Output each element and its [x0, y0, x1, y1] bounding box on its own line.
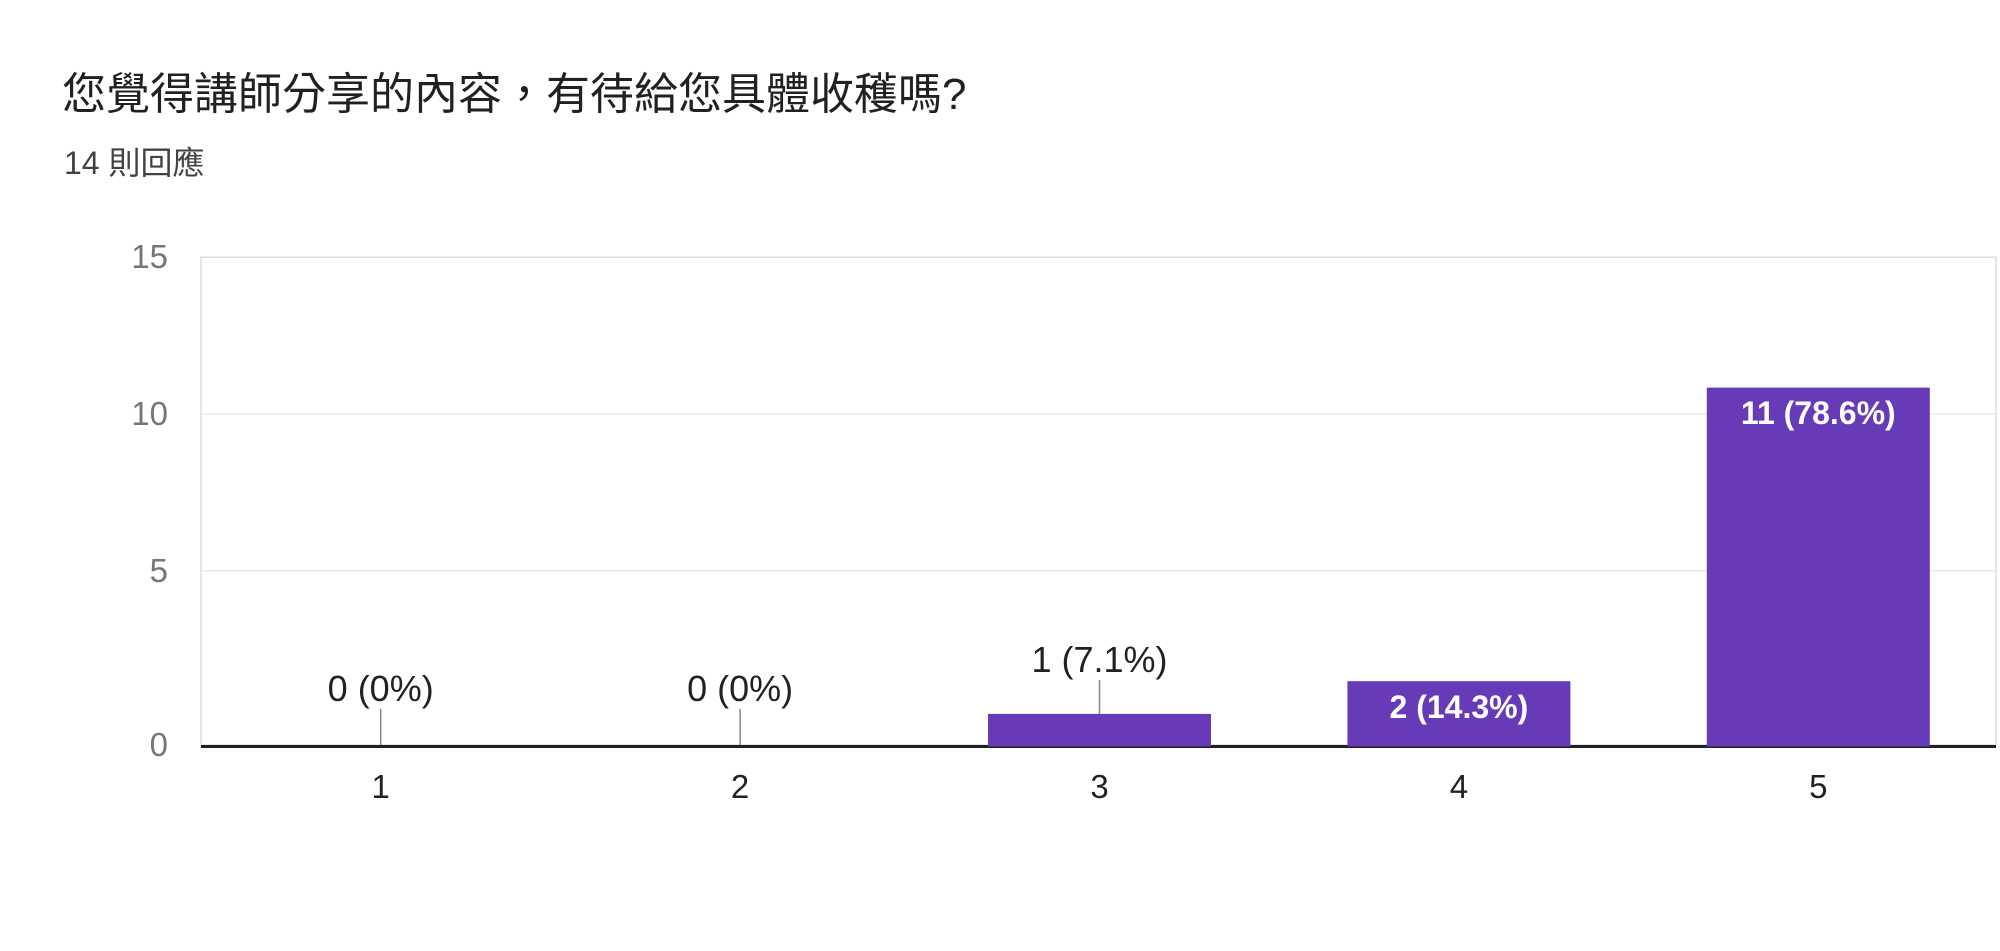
svg-text:11 (78.6%): 11 (78.6%): [1741, 395, 1896, 431]
svg-text:10: 10: [131, 395, 168, 432]
svg-text:0 (0%): 0 (0%): [328, 668, 434, 709]
svg-text:0 (0%): 0 (0%): [687, 668, 793, 709]
svg-text:2: 2: [731, 768, 749, 805]
svg-text:2 (14.3%): 2 (14.3%): [1390, 689, 1529, 725]
svg-text:3: 3: [1090, 768, 1108, 805]
svg-text:0: 0: [150, 726, 168, 763]
svg-text:5: 5: [150, 552, 168, 589]
svg-text:1 (7.1%): 1 (7.1%): [1031, 639, 1167, 680]
svg-text:5: 5: [1809, 768, 1827, 805]
svg-text:15: 15: [131, 238, 168, 275]
svg-text:1: 1: [372, 768, 390, 805]
svg-text:4: 4: [1450, 768, 1468, 805]
